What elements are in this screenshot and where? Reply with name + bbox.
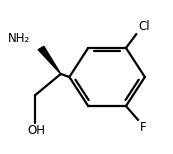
Polygon shape [38, 46, 61, 74]
Text: Cl: Cl [138, 20, 150, 33]
Text: F: F [140, 121, 146, 134]
Text: OH: OH [28, 124, 46, 137]
Text: NH₂: NH₂ [8, 32, 30, 45]
